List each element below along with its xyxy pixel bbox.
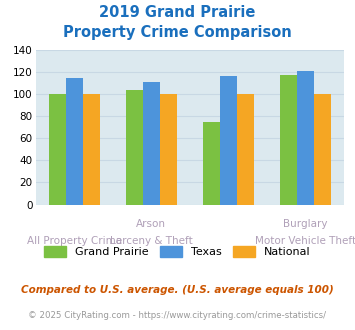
Text: Burglary: Burglary [284, 219, 328, 229]
Text: All Property Crime: All Property Crime [27, 236, 122, 246]
Bar [83, 94, 100, 205]
Bar [220, 76, 237, 205]
Bar [297, 71, 314, 205]
Text: © 2025 CityRating.com - https://www.cityrating.com/crime-statistics/: © 2025 CityRating.com - https://www.city… [28, 311, 327, 320]
Text: Larceny & Theft: Larceny & Theft [110, 236, 193, 246]
Bar [160, 94, 177, 205]
Bar [126, 90, 143, 205]
Bar [66, 78, 83, 205]
Bar [237, 94, 254, 205]
Bar [143, 82, 160, 205]
Text: 2019 Grand Prairie: 2019 Grand Prairie [99, 5, 256, 20]
Bar [203, 121, 220, 205]
Text: Property Crime Comparison: Property Crime Comparison [63, 25, 292, 40]
Bar [314, 94, 331, 205]
Text: Compared to U.S. average. (U.S. average equals 100): Compared to U.S. average. (U.S. average … [21, 285, 334, 295]
Bar [280, 75, 297, 205]
Text: Motor Vehicle Theft: Motor Vehicle Theft [255, 236, 355, 246]
Bar [49, 94, 66, 205]
Text: Arson: Arson [136, 219, 166, 229]
Legend: Grand Prairie, Texas, National: Grand Prairie, Texas, National [40, 242, 315, 262]
